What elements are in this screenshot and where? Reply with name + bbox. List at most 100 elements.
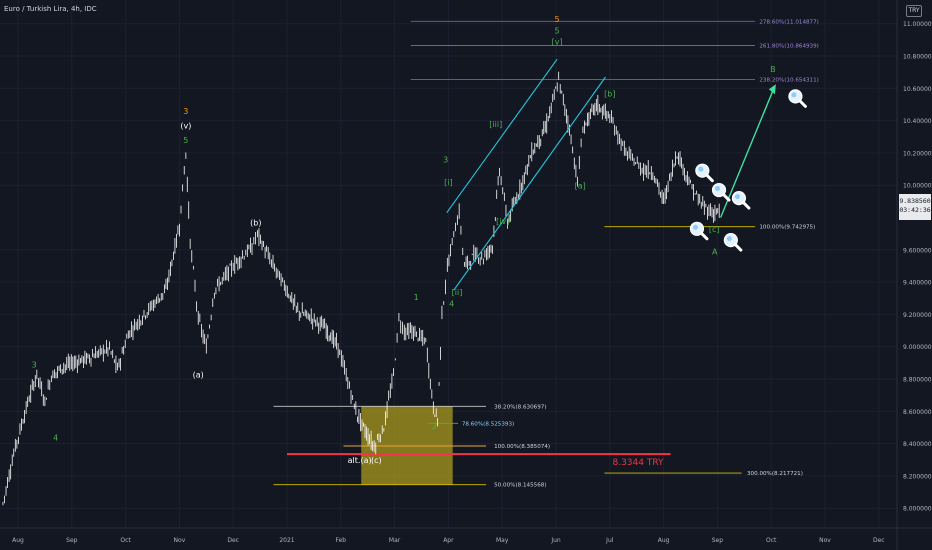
wave-label: 4: [53, 433, 58, 442]
candles: [2, 71, 720, 506]
wave-label: (a): [193, 370, 204, 379]
wave-label: [iv]: [496, 217, 509, 226]
wave-label: A: [712, 248, 718, 257]
magnifier-icon[interactable]: [723, 233, 743, 252]
x-tick-label: Aug: [12, 537, 24, 544]
magnifier-glint: [698, 166, 704, 172]
wave-label: 5: [183, 136, 188, 145]
y-tick-label: 10.600000: [903, 86, 932, 93]
fib-levels: 278.60%(11.014877)261.80%(10.864939)238.…: [273, 19, 819, 489]
currency-button[interactable]: TRY: [906, 5, 922, 17]
fib-level-label: 261.80%(10.864939): [759, 44, 819, 50]
magnifier-glint: [791, 92, 797, 98]
fib-level-label: 278.60%(11.014877): [759, 19, 819, 25]
y-tick-label: 9.400000: [903, 280, 932, 287]
y-tick-label: 8.800000: [903, 377, 932, 384]
magnifier-handle: [798, 99, 807, 108]
elliott-channel: [446, 58, 776, 291]
wave-label: 1: [414, 293, 419, 302]
wave-label: [a]: [575, 181, 586, 190]
magnifier-icon[interactable]: [731, 191, 751, 210]
x-tick-label: May: [496, 537, 509, 544]
y-tick-label: 10.200000: [903, 150, 932, 157]
fib-level-label: 100.00%(8.385074): [494, 444, 550, 450]
y-tick-label: 9.000000: [903, 344, 932, 351]
magnifier-handle: [733, 243, 743, 252]
wave-label: 3: [183, 107, 188, 116]
x-tick-label: Mar: [389, 537, 401, 544]
fib-level-label: 78.60%(8.525393): [462, 421, 514, 427]
wave-label: (c): [371, 456, 382, 465]
wave-label: 2: [432, 422, 437, 431]
wave-label: 3: [443, 156, 448, 165]
x-tick-label: Sep: [66, 537, 78, 544]
wave-label: [b]: [604, 89, 615, 98]
fib-level-label: 300.00%(8.217721): [747, 471, 803, 477]
wave-label: [ii]: [452, 288, 463, 297]
y-tick-label: 10.000000: [903, 183, 932, 190]
channel-lower-line: [453, 76, 606, 291]
y-tick-label: 9.200000: [903, 312, 932, 319]
y-tick-label: 8.200000: [903, 473, 932, 480]
magnifier-glint: [726, 236, 732, 242]
magnifier-icon[interactable]: [689, 221, 709, 241]
x-tick-label: Oct: [766, 537, 777, 544]
x-tick-label: Dec: [227, 537, 239, 544]
wave-label: alt.(a): [348, 456, 372, 465]
channel-upper-line: [446, 58, 558, 213]
wave-label: 5: [555, 15, 560, 24]
x-tick-label: 2021: [279, 537, 294, 544]
projection-arrow-line: [719, 88, 775, 218]
x-tick-label: Dec: [873, 537, 885, 544]
x-tick-label: Sep: [712, 537, 724, 544]
x-tick-label: Jun: [550, 537, 561, 544]
magnifier-handle: [705, 173, 714, 183]
magnifier-icon[interactable]: [711, 182, 731, 202]
wave-label: 3: [32, 361, 37, 370]
y-tick-label: 8.600000: [903, 409, 932, 416]
projection-arrowhead: [768, 84, 776, 95]
x-tick-label: Nov: [819, 537, 831, 544]
y-tick-label: 9.600000: [903, 247, 932, 254]
y-tick-label: 8.400000: [903, 441, 932, 448]
wave-label: [i]: [444, 178, 452, 187]
fib-level-label: 100.00%(9.742975): [759, 225, 815, 231]
wave-label: (b): [250, 219, 261, 228]
wave-labels: 3 4 3 (v) 5 (a) (b) alt.(a) (c) 1 2 3 4 [i] [ii] [iii] […: [32, 15, 776, 465]
fib-zone-box: [361, 406, 453, 485]
y-tick-label: 10.400000: [903, 118, 932, 125]
x-tick-label: Aug: [658, 537, 670, 544]
x-tick-label: Feb: [335, 537, 346, 544]
last-price: 9.838560: [899, 197, 931, 205]
magnifier-glint: [692, 224, 698, 230]
y-tick-label: 11.000000: [903, 21, 932, 28]
wave-label: [c]: [709, 225, 720, 234]
fib-level-label: 238.20%(10.654311): [759, 78, 819, 84]
wave-label: (v): [180, 122, 191, 131]
x-tick-label: Nov: [174, 537, 186, 544]
magnifier-icon[interactable]: [695, 163, 714, 183]
wave-label: [v]: [552, 38, 563, 47]
bar-countdown: 03:42:36: [899, 206, 931, 214]
x-tick-label: Apr: [443, 537, 454, 544]
magnifier-icon[interactable]: [788, 89, 807, 108]
last-price-tag: 9.838560 03:42:36: [899, 194, 931, 220]
y-tick-label: 8.000000: [903, 506, 932, 513]
wave-label: B: [770, 65, 776, 74]
magnifier-handle: [741, 201, 751, 210]
x-tick-label: Oct: [120, 537, 131, 544]
x-tick-label: Jul: [605, 537, 614, 544]
magnifier-glint: [734, 194, 740, 200]
wave-label: [iii]: [489, 120, 502, 129]
fib-level-label: 38.20%(8.630697): [494, 404, 546, 410]
magnifier-glint: [715, 186, 721, 192]
fib-zone: [361, 406, 453, 485]
wave-label: 4: [449, 299, 454, 308]
fib-level-label: 50.00%(8.145568): [494, 483, 546, 489]
magnifier-icons[interactable]: [689, 89, 807, 252]
magnifier-handle: [699, 231, 709, 241]
y-tick-label: 10.800000: [903, 54, 932, 61]
chart-title: Euro / Turkish Lira, 4h, IDC: [4, 5, 97, 13]
